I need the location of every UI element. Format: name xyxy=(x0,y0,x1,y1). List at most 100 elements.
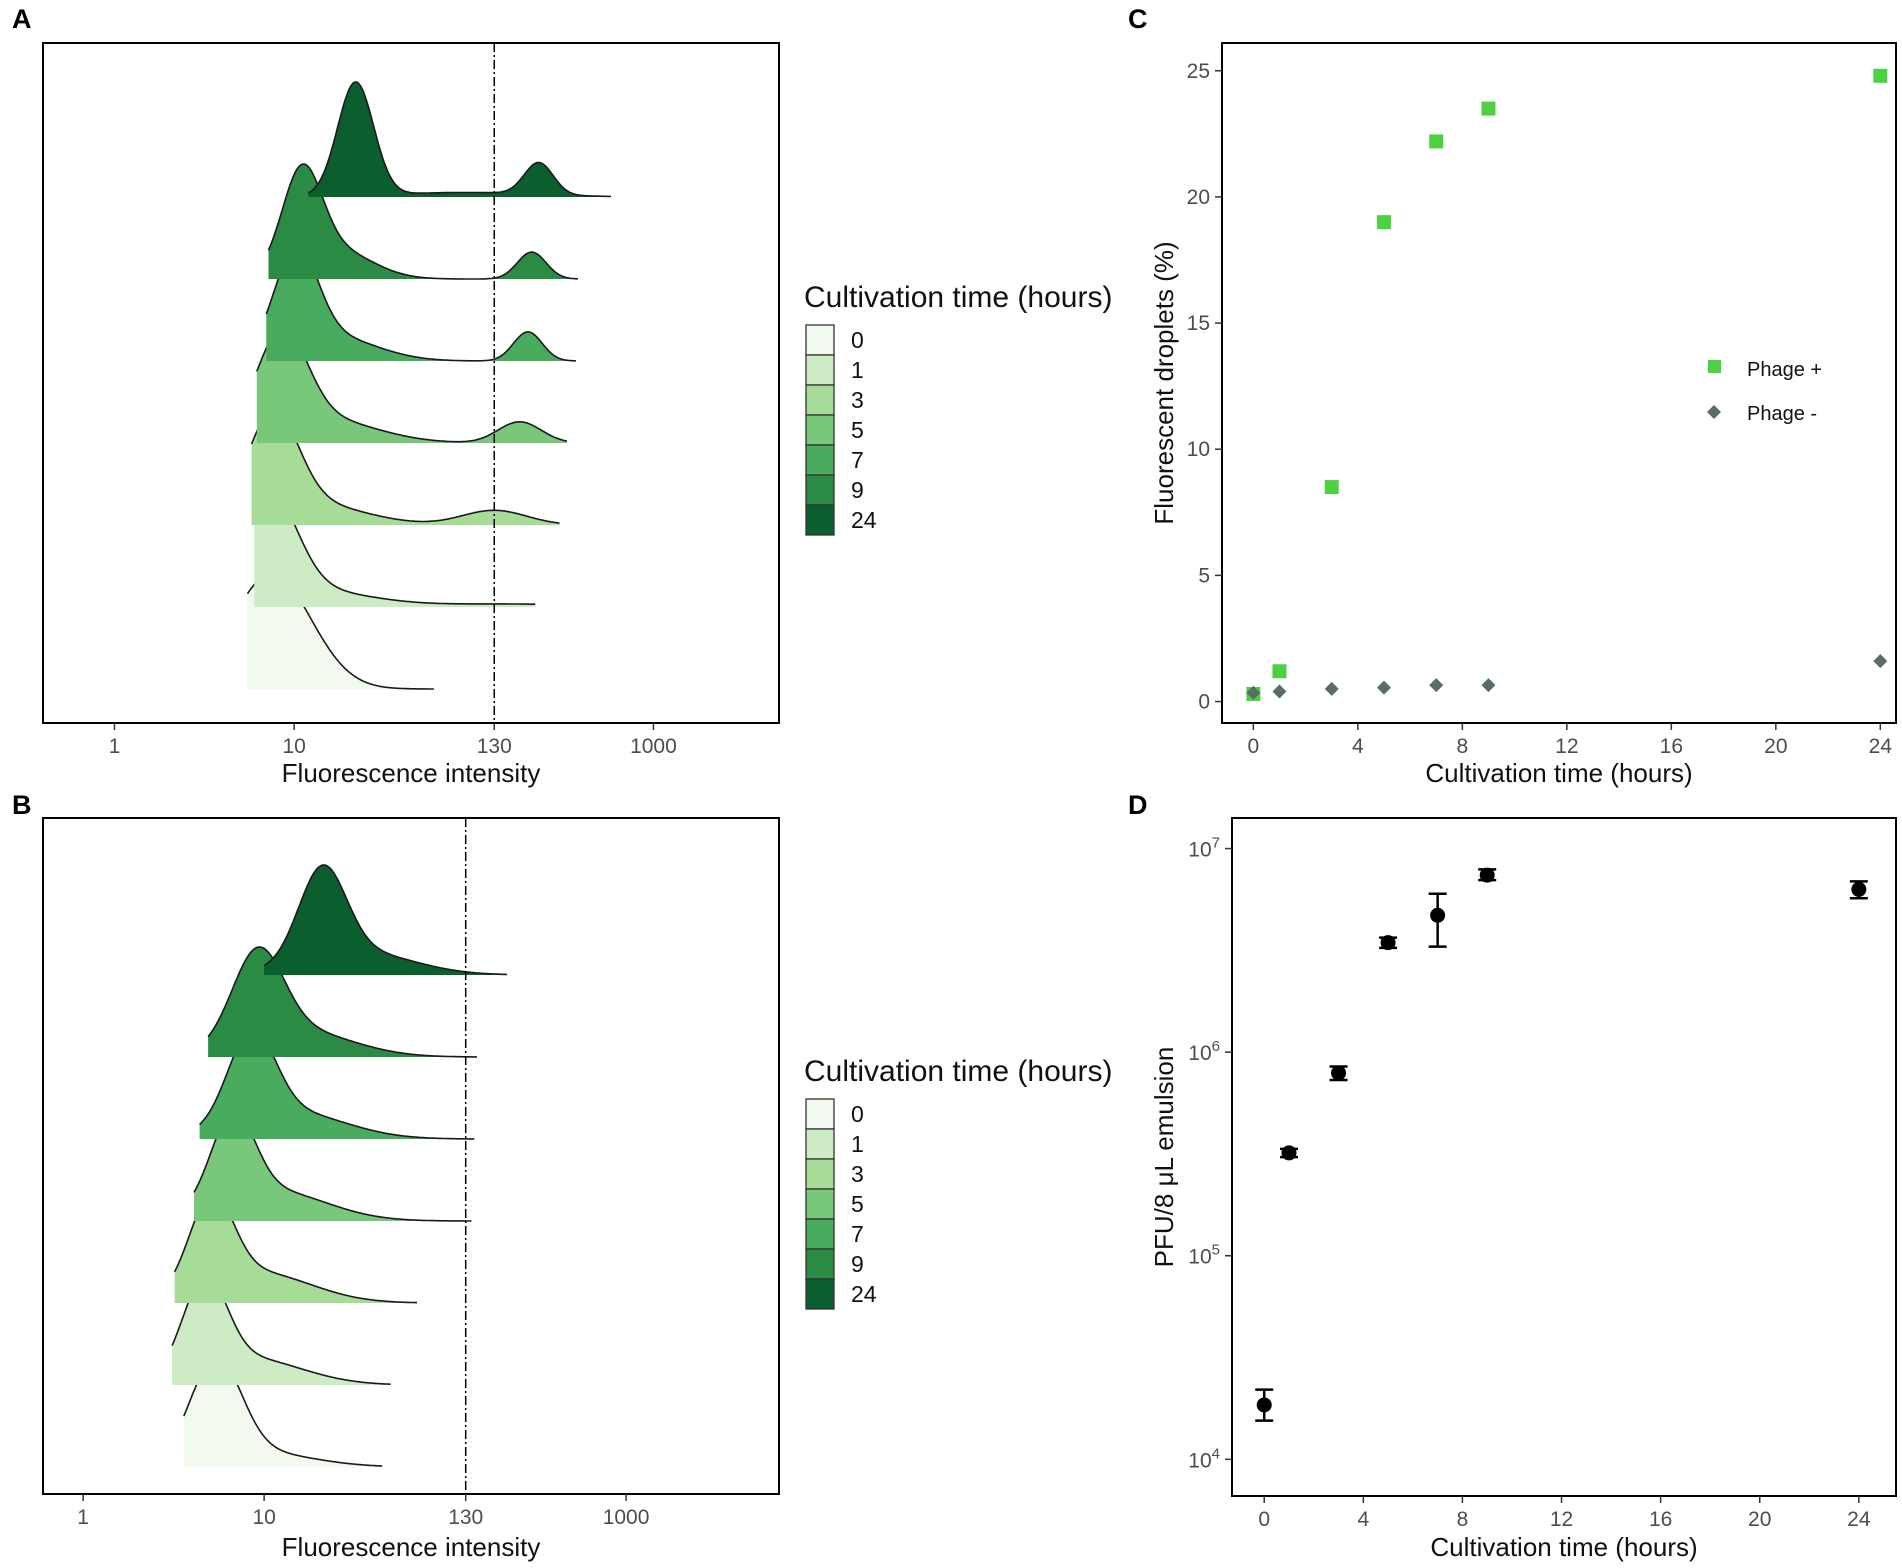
panel-b-ridge-24h xyxy=(263,864,508,976)
x-tick-label: 130 xyxy=(477,735,512,758)
panel-c-legend: Phage + Phage - xyxy=(1707,359,1822,425)
y-tick-exponent: 6 xyxy=(1212,1038,1220,1055)
y-tick-base: 10 xyxy=(1188,1042,1211,1065)
legend-swatch xyxy=(805,384,835,416)
panel-label-c: C xyxy=(1128,4,1148,34)
panel-c-legend-key-phage-plus xyxy=(1708,360,1721,373)
pfu-marker xyxy=(1851,881,1867,897)
legend-item-0: 0 xyxy=(805,1098,864,1130)
y-tick-label: 20 xyxy=(1187,186,1210,209)
phage-plus-point xyxy=(1873,68,1888,83)
legend-item-9: 9 xyxy=(805,1248,864,1280)
x-tick-label: 16 xyxy=(1660,735,1683,758)
y-tick-label: 15 xyxy=(1187,312,1210,335)
legend-label: 0 xyxy=(851,327,864,353)
legend-swatch xyxy=(805,1248,835,1280)
panel-a-legend-items: 0 1 3 5 7 9 24 xyxy=(805,324,877,536)
x-tick-label: 16 xyxy=(1649,1508,1672,1531)
phage-plus-point xyxy=(1272,664,1287,679)
phage-minus-point xyxy=(1376,680,1391,695)
y-tick-base: 10 xyxy=(1188,1449,1211,1472)
y-tick-label: 0 xyxy=(1198,691,1210,714)
panel-label-b: B xyxy=(12,790,32,820)
panel-c-legend-key-phage-minus xyxy=(1707,405,1721,419)
panel-b-legend: Cultivation time (hours) 0 1 3 5 7 9 24 xyxy=(804,1055,1112,1310)
panel-b-legend-items: 0 1 3 5 7 9 24 xyxy=(805,1098,877,1310)
panel-a-legend-title: Cultivation time (hours) xyxy=(804,281,1112,314)
phage-minus-point xyxy=(1481,678,1496,693)
panel-d-plot-border xyxy=(1231,817,1897,1497)
x-tick-label: 0 xyxy=(1248,735,1260,758)
legend-item-1: 1 xyxy=(805,354,864,386)
phage-minus-point xyxy=(1272,684,1287,699)
y-tick-exponent: 4 xyxy=(1212,1445,1220,1462)
legend-item-9: 9 xyxy=(805,474,864,506)
pfu-point-1h xyxy=(1279,1145,1298,1161)
ridge-fill xyxy=(174,1193,418,1303)
x-tick-label: 4 xyxy=(1352,735,1364,758)
phage-minus-point xyxy=(1873,654,1888,669)
phage-minus-point xyxy=(1246,685,1261,700)
phage-plus-point xyxy=(1324,480,1339,495)
panel-a-x-label: Fluorescence intensity xyxy=(282,758,541,788)
ridge-fill xyxy=(256,328,567,443)
legend-item-0: 0 xyxy=(805,324,864,356)
legend-label: 24 xyxy=(851,1281,877,1307)
panel-b-plot-border xyxy=(42,817,780,1495)
ridge-outline xyxy=(307,81,611,198)
panel-d-y-label: PFU/8 μL emulsion xyxy=(1149,1047,1179,1268)
legend-swatch xyxy=(805,444,835,476)
ridge-fill xyxy=(308,82,611,197)
y-tick-label: 104 xyxy=(1188,1445,1220,1472)
pfu-marker xyxy=(1479,867,1495,883)
x-tick-label: 8 xyxy=(1456,735,1468,758)
panel-label-d: D xyxy=(1128,790,1148,820)
y-tick-label: 105 xyxy=(1188,1242,1220,1269)
panel-a-plot-border xyxy=(42,42,780,724)
x-tick-label: 1 xyxy=(109,735,121,758)
panel-a-legend: Cultivation time (hours) 0 1 3 5 7 9 24 xyxy=(804,281,1112,536)
panel-b-x-label: Fluorescence intensity xyxy=(282,1532,541,1562)
pfu-point-7h xyxy=(1428,892,1447,948)
phage-plus-point xyxy=(1481,101,1496,116)
x-tick-label: 0 xyxy=(1258,1508,1270,1531)
legend-item-1: 1 xyxy=(805,1128,864,1160)
ridge-outline xyxy=(265,245,576,362)
panel-d-x-label: Cultivation time (hours) xyxy=(1430,1532,1697,1562)
legend-swatch xyxy=(805,504,835,536)
y-tick-base: 10 xyxy=(1188,1246,1211,1269)
phage-minus-point xyxy=(1429,678,1444,693)
legend-item-7: 7 xyxy=(805,444,864,476)
legend-label: 3 xyxy=(851,1161,864,1187)
legend-swatch xyxy=(805,354,835,386)
panel-b-legend-title: Cultivation time (hours) xyxy=(804,1055,1112,1088)
legend-label: 7 xyxy=(851,1221,864,1247)
legend-item-3: 3 xyxy=(805,384,864,416)
phage-plus-point xyxy=(1376,215,1391,230)
x-tick-label: 12 xyxy=(1550,1508,1573,1531)
x-tick-label: 20 xyxy=(1748,1508,1771,1531)
y-tick-exponent: 7 xyxy=(1212,835,1220,852)
ridge-fill xyxy=(172,1275,391,1385)
y-tick-label: 106 xyxy=(1188,1038,1220,1065)
legend-label: 9 xyxy=(851,477,864,503)
pfu-marker xyxy=(1430,907,1446,923)
y-tick-label: 25 xyxy=(1187,60,1210,83)
x-tick-label: 4 xyxy=(1357,1508,1369,1531)
x-tick-label: 24 xyxy=(1869,735,1893,758)
panel-a-ridge-1h xyxy=(253,491,536,607)
panel-a-x-axis: 1 10 130 1000 xyxy=(109,723,677,758)
legend-swatch xyxy=(805,474,835,506)
panel-c-y-label: Fluorescent droplets (%) xyxy=(1149,241,1179,524)
pfu-marker xyxy=(1281,1145,1297,1161)
legend-item-7: 7 xyxy=(805,1218,864,1250)
panel-a-ridge-7h xyxy=(265,245,576,362)
panel-c-legend-label-phage-minus: Phage - xyxy=(1747,403,1817,425)
pfu-point-5h xyxy=(1379,935,1398,951)
ridge-outline xyxy=(256,327,568,443)
panel-c: C 0 4 8 12 16 20 24 0 5 10 15 20 25 Cultivation time… xyxy=(1128,4,1897,788)
panel-c-axes: 0 4 8 12 16 20 24 0 5 10 15 20 25 xyxy=(1187,60,1893,758)
x-tick-label: 20 xyxy=(1764,735,1787,758)
legend-swatch xyxy=(805,1128,835,1160)
x-tick-label: 1000 xyxy=(630,735,677,758)
